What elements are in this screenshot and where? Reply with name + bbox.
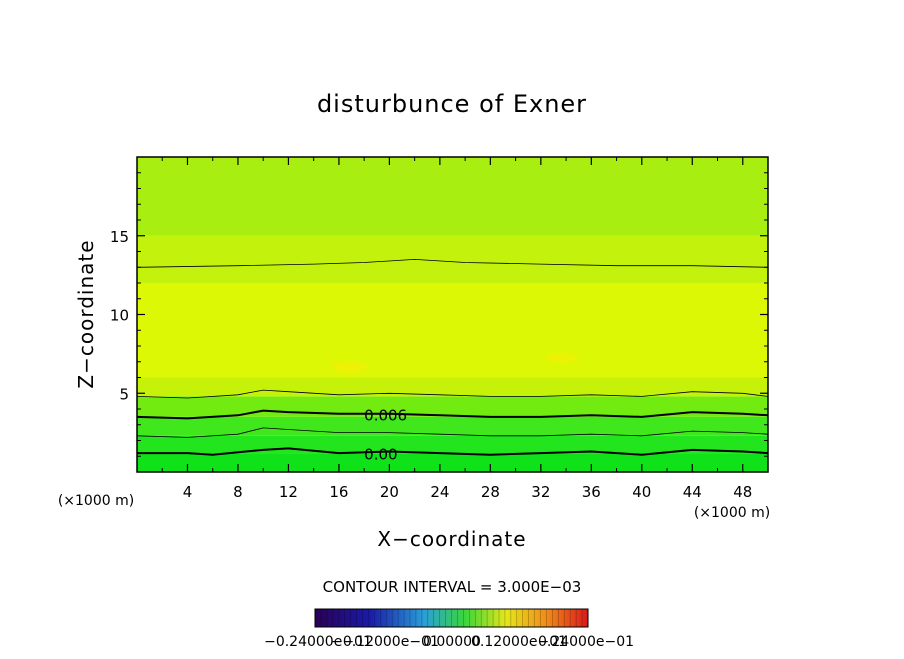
colorbar-tick-label: 0.12000e−01	[471, 634, 567, 650]
fill-band	[137, 157, 768, 236]
x-tick-label: 8	[233, 483, 243, 501]
y-tick-label: 5	[119, 385, 129, 403]
x-tick-label: 4	[183, 483, 193, 501]
x-tick-label: 12	[279, 483, 298, 501]
contour-line	[137, 447, 768, 456]
x-tick-label: 48	[733, 483, 752, 501]
y-unit-label: (×1000 m)	[58, 493, 134, 509]
colorbar	[314, 608, 589, 628]
contour-line	[137, 389, 768, 399]
fill-band	[137, 377, 768, 397]
fill-band	[137, 435, 768, 454]
colorbar-tick-label: 0.24000e−01	[538, 634, 634, 650]
colorbar-stripes	[314, 609, 583, 627]
x-ticks: 4 8 12 16 20 24 28 32 36 40 44 48	[161, 157, 752, 501]
fill-band	[137, 235, 768, 283]
contour-label: 0.00	[364, 446, 397, 464]
contour-interval-text: CONTOUR INTERVAL = 3.000E−03	[323, 578, 582, 596]
y-axis-label: Z−coordinate	[74, 239, 98, 388]
x-tick-label: 16	[329, 483, 348, 501]
x-tick-label: 20	[380, 483, 399, 501]
chart-title: disturbunce of Exner	[317, 90, 587, 118]
y-ticks: 5 10 15	[110, 172, 768, 457]
contour-labels: 0.006 0.00	[364, 406, 407, 464]
contour-line	[137, 258, 768, 268]
x-tick-label: 24	[430, 483, 449, 501]
colorbar-tick-label: −0.24000e−01	[264, 634, 372, 650]
contour-label: 0.006	[364, 406, 407, 424]
x-tick-label: 40	[632, 483, 651, 501]
filled-contours	[137, 157, 768, 472]
contour-line	[137, 409, 768, 420]
colorbar-tick-labels: −0.24000e−01−0.12000e−010.000000.12000e−…	[264, 634, 634, 650]
x-axis-label: X−coordinate	[377, 527, 526, 551]
local-maxima-patches	[332, 353, 578, 373]
y-tick-label: 10	[110, 307, 129, 325]
x-tick-label: 36	[582, 483, 601, 501]
x-tick-label: 28	[481, 483, 500, 501]
contour-line	[137, 427, 768, 438]
fill-band	[137, 283, 768, 378]
contour-lines	[137, 258, 768, 456]
colorbar-tick-label: −0.12000e−01	[331, 634, 439, 650]
fill-band	[137, 453, 768, 472]
y-tick-label: 15	[110, 228, 129, 246]
colorbar-tick-label: 0.00000	[423, 634, 481, 650]
local-maximum-patch	[332, 361, 368, 373]
fill-band	[137, 416, 768, 436]
local-maximum-patch	[546, 353, 578, 363]
x-tick-label: 32	[531, 483, 550, 501]
x-unit-label: (×1000 m)	[694, 505, 770, 521]
x-tick-label: 44	[683, 483, 702, 501]
